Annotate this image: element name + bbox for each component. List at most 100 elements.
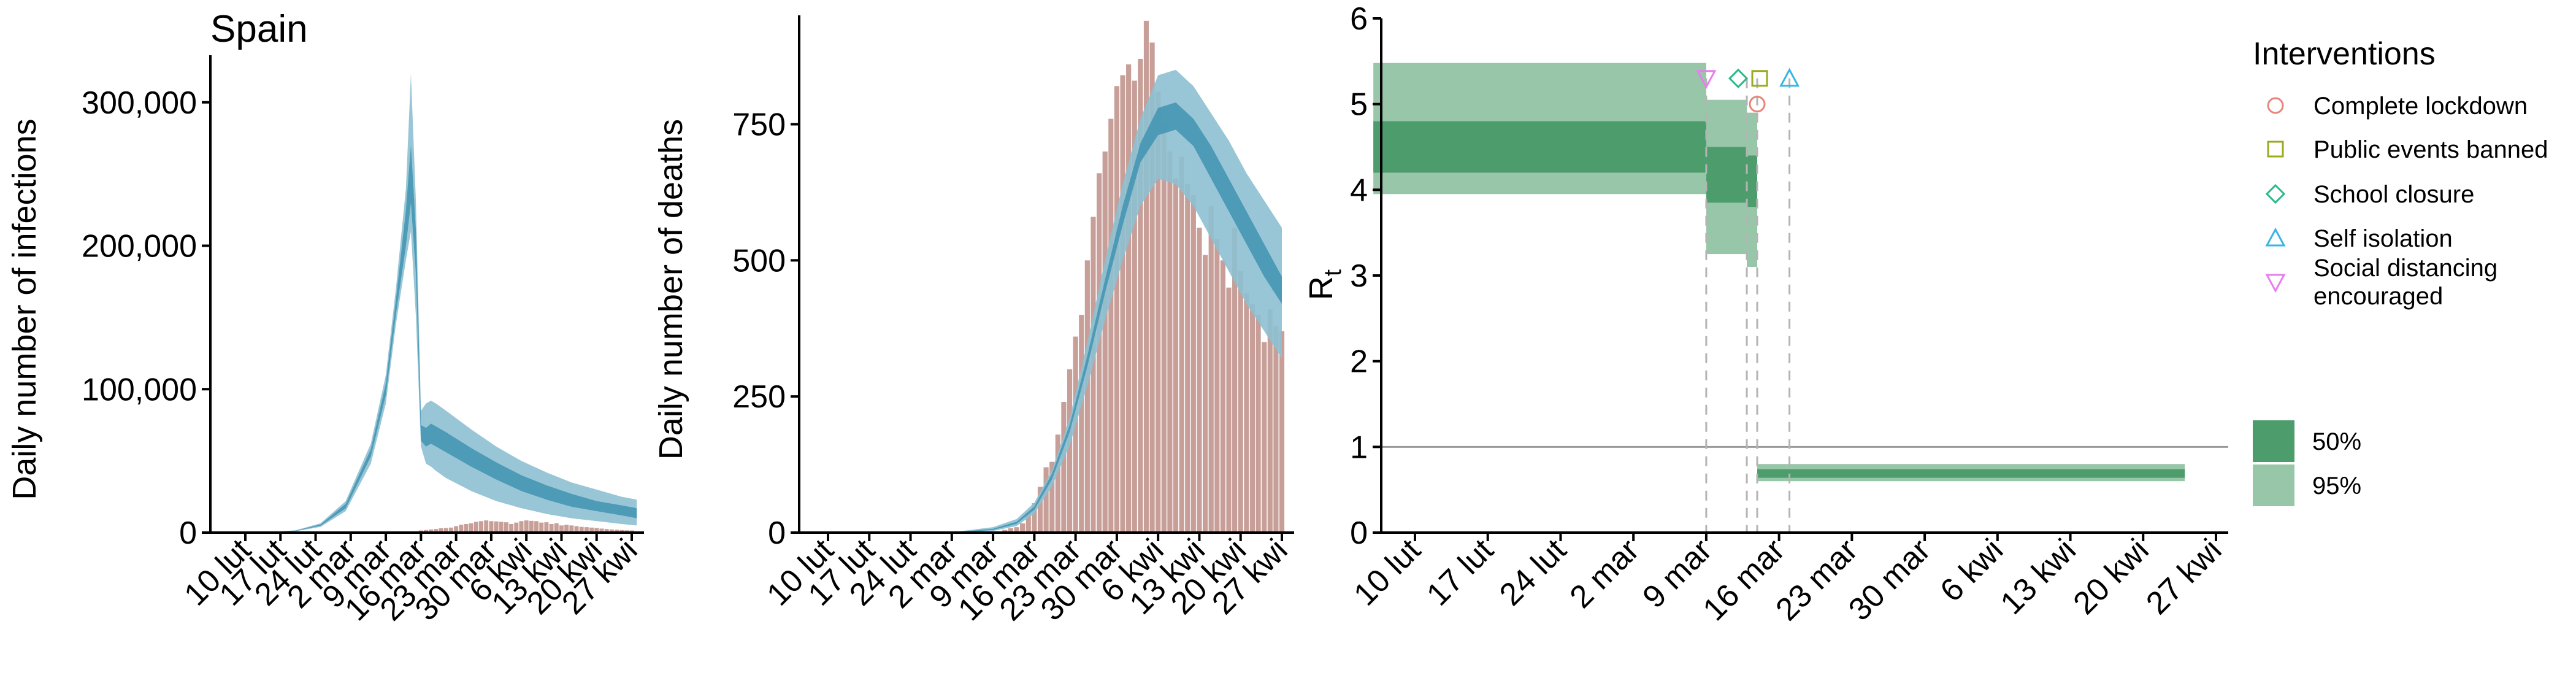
bar <box>1149 42 1155 533</box>
bar <box>604 529 609 533</box>
bar <box>1190 195 1196 533</box>
legend-label: 95% <box>2312 472 2361 499</box>
legend-marker <box>2265 274 2286 293</box>
bar <box>569 525 574 533</box>
bar <box>1185 184 1190 533</box>
y-tick-label: 4 <box>1350 172 1368 208</box>
bar <box>614 530 619 533</box>
bar <box>1202 255 1208 533</box>
bar <box>599 528 604 533</box>
bar <box>619 530 624 533</box>
bar <box>429 529 434 533</box>
bar <box>1061 402 1067 533</box>
bar <box>1014 527 1019 533</box>
intervention-marker <box>1779 67 1800 87</box>
bar <box>1173 179 1179 533</box>
bar <box>519 521 524 533</box>
bar <box>524 520 529 533</box>
bar <box>1096 173 1102 533</box>
bar <box>1138 58 1143 533</box>
y-tick-label: 1 <box>1350 430 1368 465</box>
bar <box>1043 467 1049 533</box>
bar <box>549 523 554 533</box>
y-tick-label: 0 <box>768 515 786 551</box>
intervention-marker <box>1749 96 1766 113</box>
legend-marker <box>2267 97 2284 114</box>
legend-marker <box>2265 183 2286 204</box>
bar <box>1244 293 1249 533</box>
bar <box>1091 217 1096 533</box>
bar <box>1220 260 1225 533</box>
legend-marker <box>2265 227 2286 247</box>
bar <box>473 522 478 533</box>
bar <box>1279 331 1285 533</box>
bar <box>1132 80 1137 533</box>
y-tick-label: 5 <box>1350 87 1368 123</box>
bar <box>609 529 614 533</box>
intervention-marker <box>1751 70 1768 87</box>
bar <box>1002 530 1008 533</box>
legend-swatch <box>2253 464 2294 506</box>
y-tick-label: 100,000 <box>82 372 197 407</box>
bar <box>484 520 489 533</box>
legend-label: Social distancing <box>2313 255 2497 282</box>
y-axis-label: Daily number of deaths <box>653 119 689 460</box>
legend-label: Self isolation <box>2313 225 2453 252</box>
legend-title: Interventions <box>2253 36 2436 72</box>
bar <box>1143 20 1149 533</box>
ci-50-band <box>210 145 637 533</box>
bar <box>1025 513 1031 533</box>
bar <box>479 521 484 533</box>
ci-95-band <box>210 74 637 533</box>
rt-50-band <box>1747 155 1758 207</box>
bar <box>1126 64 1132 533</box>
legend-label: Public events banned <box>2313 136 2548 163</box>
bar <box>514 522 519 533</box>
bar <box>1167 151 1173 533</box>
bar <box>1084 260 1090 533</box>
bar <box>1255 315 1261 533</box>
bar <box>494 521 499 533</box>
bar <box>1208 206 1214 533</box>
legend-label: School closure <box>2313 181 2474 208</box>
bar <box>1055 434 1060 533</box>
x-tick-label: 17 lut <box>1420 532 1500 612</box>
bar <box>1067 369 1073 533</box>
bar <box>1156 91 1161 533</box>
bar <box>489 521 494 533</box>
bar <box>1179 156 1184 533</box>
y-tick-label: 300,000 <box>82 85 197 121</box>
bar <box>529 520 534 533</box>
x-tick-label: 27 kwi <box>2139 532 2228 621</box>
bar <box>443 528 448 533</box>
y-axis-label: Daily number of infections <box>6 118 43 499</box>
bar <box>1079 315 1084 533</box>
bar <box>1226 287 1232 533</box>
y-tick-label: 250 <box>732 379 786 415</box>
x-tick-label: 16 mar <box>1696 532 1792 627</box>
interventions-legend: Interventions Complete lockdown Public eve… <box>2253 36 2548 506</box>
bar <box>554 523 559 533</box>
y-tick-label: 3 <box>1350 258 1368 294</box>
bar <box>1161 124 1167 533</box>
bar <box>544 522 549 533</box>
bar <box>454 526 459 533</box>
y-tick-label: 500 <box>732 243 786 279</box>
bar <box>1049 461 1055 533</box>
bar <box>1249 304 1255 533</box>
x-tick-label: 24 lut <box>1493 532 1573 612</box>
bar <box>459 525 464 533</box>
bar <box>1037 487 1043 533</box>
y-axis-label-subscript: t <box>1319 269 1346 276</box>
y-tick-label: 0 <box>179 515 197 551</box>
bar <box>1262 342 1267 533</box>
y-tick-label: 6 <box>1350 1 1368 37</box>
bar <box>439 528 443 533</box>
bar <box>434 529 439 533</box>
bar <box>589 527 594 533</box>
bar <box>539 522 544 533</box>
